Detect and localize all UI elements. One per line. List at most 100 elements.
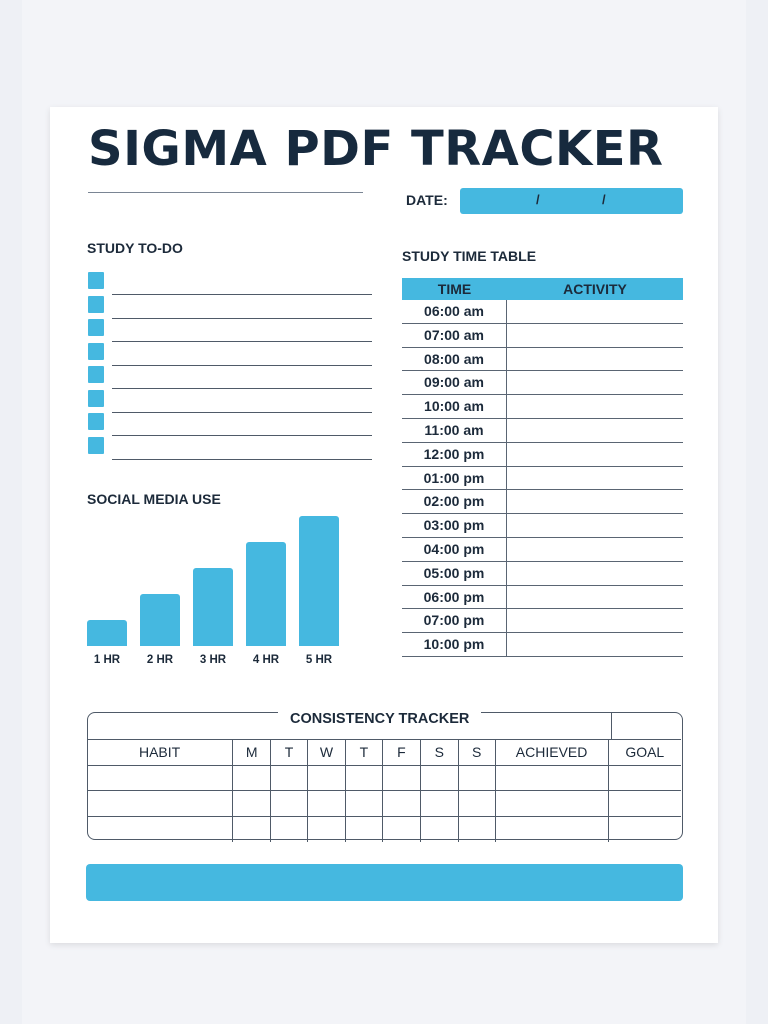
date-field[interactable]: / /: [460, 188, 683, 214]
time-cell: 11:00 am: [402, 418, 507, 442]
todo-list: [88, 272, 373, 460]
todo-checkbox[interactable]: [88, 389, 104, 407]
activity-cell[interactable]: [507, 586, 683, 609]
timetable-row: 06:00 am: [402, 300, 683, 324]
consistency-cell[interactable]: [381, 790, 421, 817]
tracker-page: SIGMA PDF TRACKER DATE: / / STUDY TO-DO …: [50, 107, 718, 943]
todo-item[interactable]: [88, 272, 373, 296]
consistency-header-cell: T: [270, 739, 309, 766]
timetable-heading: STUDY TIME TABLE: [402, 248, 537, 264]
timetable-row: 08:00 am: [402, 347, 683, 372]
todo-checkbox[interactable]: [88, 413, 104, 430]
todo-item[interactable]: [88, 436, 373, 461]
consistency-cell[interactable]: [381, 815, 421, 842]
time-cell: 06:00 am: [402, 300, 507, 323]
activity-cell[interactable]: [507, 633, 683, 656]
todo-item[interactable]: [88, 319, 373, 343]
todo-item[interactable]: [88, 295, 373, 320]
consistency-cell[interactable]: [607, 764, 681, 791]
study-todo-heading: STUDY TO-DO: [87, 240, 183, 256]
consistency-cell[interactable]: [494, 790, 609, 817]
consistency-cell[interactable]: [419, 764, 459, 791]
activity-cell[interactable]: [507, 609, 683, 632]
timetable-row: 07:00 pm: [402, 609, 683, 634]
consistency-cell[interactable]: [232, 815, 272, 842]
consistency-cell[interactable]: [419, 790, 459, 817]
consistency-row: [87, 790, 681, 817]
chart-tick-label: 2 HR: [146, 654, 174, 666]
timetable-row: 12:00 pm: [402, 442, 683, 467]
consistency-cell[interactable]: [270, 815, 309, 842]
consistency-header-cell: S: [419, 739, 459, 766]
title-underline: [88, 192, 363, 193]
todo-item[interactable]: [88, 413, 373, 437]
consistency-cell[interactable]: [344, 815, 383, 842]
consistency-cell[interactable]: [87, 790, 234, 817]
todo-checkbox[interactable]: [88, 319, 104, 336]
activity-cell[interactable]: [507, 467, 683, 490]
todo-write-line[interactable]: [112, 388, 372, 389]
consistency-cell[interactable]: [307, 764, 346, 791]
todo-checkbox[interactable]: [88, 272, 104, 289]
consistency-cell[interactable]: [270, 764, 309, 791]
date-label: DATE:: [406, 192, 448, 208]
activity-cell[interactable]: [507, 562, 683, 585]
todo-write-line[interactable]: [112, 458, 372, 460]
consistency-cell[interactable]: [344, 790, 383, 817]
activity-cell[interactable]: [507, 419, 683, 442]
time-cell: 03:00 pm: [402, 514, 507, 537]
activity-cell[interactable]: [507, 300, 683, 323]
consistency-cell[interactable]: [457, 815, 496, 842]
consistency-cell[interactable]: [457, 764, 496, 791]
todo-item[interactable]: [88, 389, 373, 414]
activity-cell[interactable]: [507, 514, 683, 537]
consistency-cell[interactable]: [232, 790, 272, 817]
date-separator: /: [602, 192, 606, 207]
consistency-cell[interactable]: [607, 790, 681, 817]
activity-cell[interactable]: [507, 443, 683, 466]
consistency-cell[interactable]: [457, 790, 496, 817]
consistency-cell[interactable]: [381, 764, 421, 791]
todo-write-line[interactable]: [112, 411, 372, 413]
consistency-tracker-title: CONSISTENCY TRACKER: [278, 711, 482, 727]
activity-cell[interactable]: [507, 371, 683, 394]
consistency-cell[interactable]: [232, 764, 272, 791]
consistency-cell[interactable]: [307, 815, 346, 842]
timetable-body: 06:00 am 07:00 am 08:00 am 09:00 am 10:00 am…: [402, 300, 683, 657]
activity-cell[interactable]: [507, 395, 683, 418]
timetable-row: 11:00 am: [402, 418, 683, 443]
consistency-cell[interactable]: [270, 790, 309, 817]
consistency-header-cell: ACHIEVED: [494, 739, 609, 766]
todo-write-line[interactable]: [112, 341, 372, 342]
footer-bar: [86, 864, 683, 901]
consistency-header-cell: HABIT: [87, 739, 234, 766]
todo-checkbox[interactable]: [88, 436, 104, 454]
activity-cell[interactable]: [507, 490, 683, 513]
todo-item[interactable]: [88, 366, 373, 390]
consistency-cell[interactable]: [307, 790, 346, 817]
todo-item[interactable]: [88, 342, 373, 367]
social-media-chart: 1 HR 2 HR 3 HR 4 HR 5 HR: [84, 512, 344, 672]
consistency-cell[interactable]: [494, 815, 609, 842]
chart-bar: [299, 516, 339, 646]
todo-write-line[interactable]: [112, 435, 372, 436]
consistency-cell[interactable]: [607, 815, 681, 842]
goal-divider: [611, 713, 612, 740]
activity-cell[interactable]: [507, 538, 683, 561]
activity-cell[interactable]: [507, 348, 683, 371]
consistency-cell[interactable]: [494, 764, 609, 791]
chart-tick-label: 5 HR: [305, 654, 333, 666]
todo-write-line[interactable]: [112, 317, 372, 319]
consistency-cell[interactable]: [87, 764, 234, 791]
todo-checkbox[interactable]: [88, 295, 104, 313]
todo-write-line[interactable]: [112, 364, 372, 366]
todo-checkbox[interactable]: [88, 342, 104, 360]
activity-cell[interactable]: [507, 324, 683, 347]
consistency-cell[interactable]: [344, 764, 383, 791]
todo-checkbox[interactable]: [88, 366, 104, 383]
consistency-cell[interactable]: [87, 815, 234, 842]
consistency-cell[interactable]: [419, 815, 459, 842]
timetable-row: 06:00 pm: [402, 585, 683, 610]
todo-write-line[interactable]: [112, 294, 372, 295]
chart-bar: [193, 568, 233, 646]
